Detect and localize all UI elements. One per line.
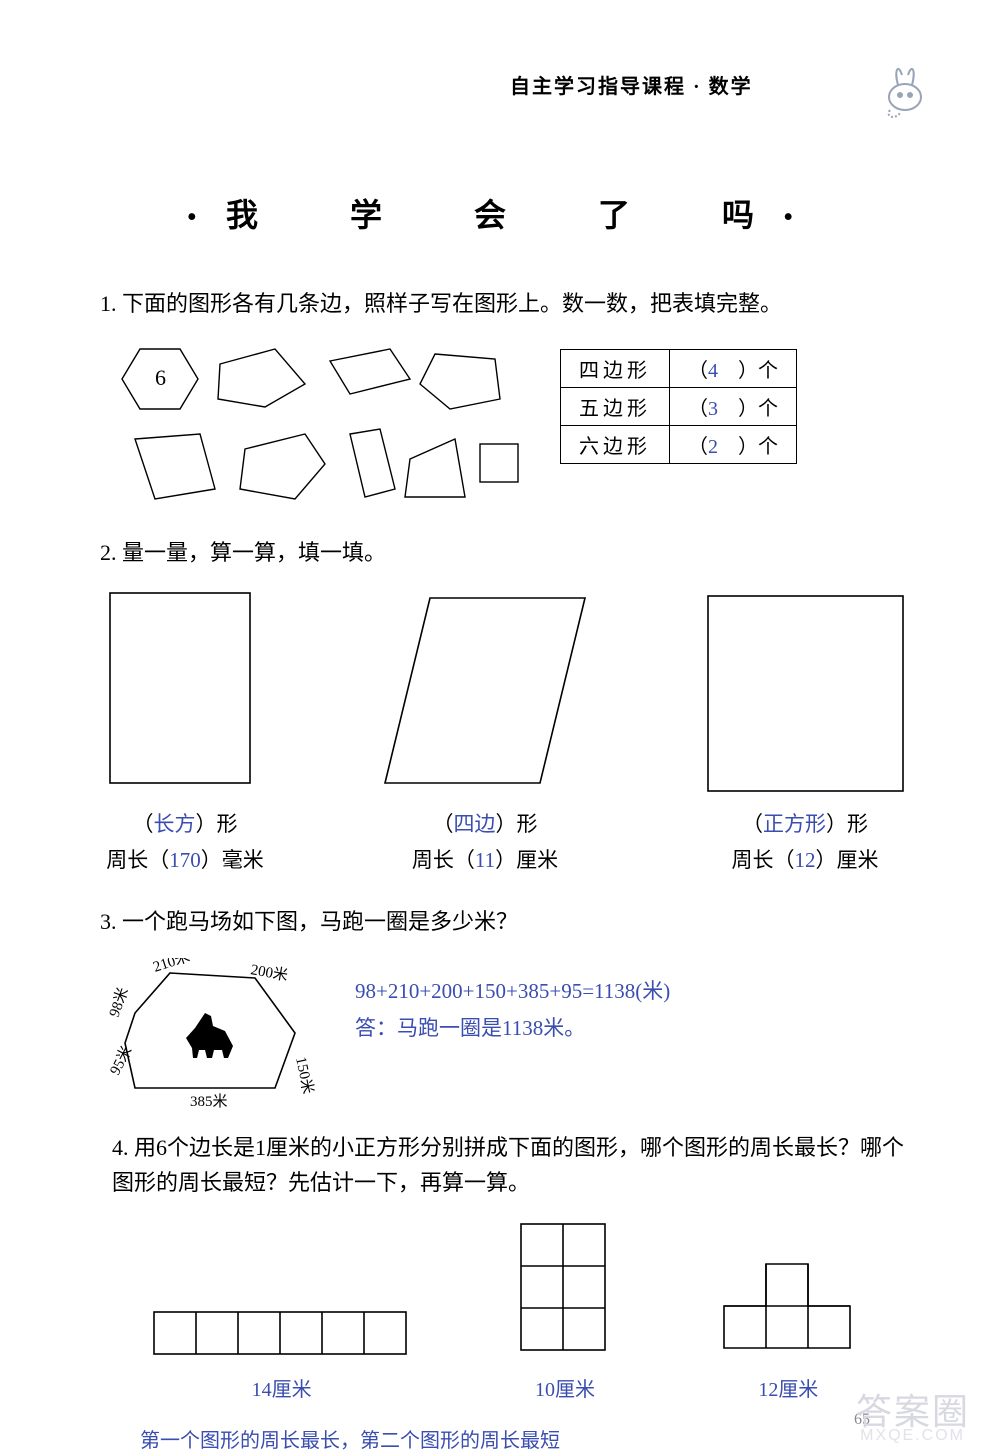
table-row: 六边形 （2 ）个 xyxy=(561,426,797,464)
q2-shape-rect xyxy=(100,588,270,798)
q3-figure: 210米 200米 150米 385米 95米 98米 xyxy=(100,958,330,1108)
q4-shape-1 xyxy=(152,1308,412,1358)
svg-text:385米: 385米 xyxy=(190,1093,228,1108)
q2-item-1: （长方）形 周长（170）毫米 xyxy=(100,588,270,874)
q1-shapes: 6 xyxy=(100,339,520,509)
q4-row: 14厘米 10厘米 12厘米 xyxy=(100,1218,910,1402)
q2-answer: 四边 xyxy=(454,812,496,836)
shape-count: 4 xyxy=(708,360,718,382)
q2-perim-value: 11 xyxy=(475,848,495,872)
q2-shape-label: （长方）形 xyxy=(100,808,270,838)
svg-text:98米: 98米 xyxy=(106,985,132,1019)
q2-perim-value: 12 xyxy=(795,848,816,872)
q2-item-3: （正方形）形 周长（12）厘米 xyxy=(700,588,910,874)
q1-row: 6 四边形 （4 ）个 五边形 （3 ）个 六边形 （2 ）个 xyxy=(100,339,910,509)
q4-item-1: 14厘米 xyxy=(152,1308,412,1402)
table-row: 四边形 （4 ）个 xyxy=(561,350,797,388)
q4-caption: 12厘米 xyxy=(718,1373,858,1402)
header-title: 自主学习指导课程 · 数学 xyxy=(510,76,753,98)
q3-text: 3. 一个跑马场如下图，马跑一圈是多少米？ xyxy=(100,904,910,939)
q3-answer: 答：马跑一圈是1138米。 xyxy=(355,1010,670,1048)
shape-count-cell: （4 ）个 xyxy=(670,350,797,388)
q4-shape-3 xyxy=(718,1258,858,1358)
svg-text:150米: 150米 xyxy=(292,1055,316,1095)
bunny-icon xyxy=(870,55,940,125)
q3-row: 210米 200米 150米 385米 95米 98米 98+210+200+1… xyxy=(100,958,910,1108)
q4-caption: 10厘米 xyxy=(515,1373,615,1402)
q2-answer: 长方 xyxy=(154,812,196,836)
q3-calc: 98+210+200+150+385+95=1138(米) xyxy=(355,973,670,1011)
q2-item-2: （四边）形 周长（11）厘米 xyxy=(375,588,595,874)
q2-answer: 正方形 xyxy=(763,812,826,836)
page-header: 自主学习指导课程 · 数学 xyxy=(510,70,910,99)
hex-label: 6 xyxy=(155,365,166,390)
q2-perimeter: 周长（170）毫米 xyxy=(100,844,270,874)
shape-count-cell: （3 ）个 xyxy=(670,388,797,426)
shape-count-cell: （2 ）个 xyxy=(670,426,797,464)
q3-solution: 98+210+200+150+385+95=1138(米) 答：马跑一圈是113… xyxy=(355,973,670,1049)
q2-text: 2. 量一量，算一算，填一填。 xyxy=(100,535,910,570)
q2-shape-label: （正方形）形 xyxy=(700,808,910,838)
table-row: 五边形 （3 ）个 xyxy=(561,388,797,426)
q2-perim-value: 170 xyxy=(169,848,201,872)
q4-text: 4. 用6个边长是1厘米的小正方形分别拼成下面的图形，哪个图形的周长最长？哪个图… xyxy=(112,1130,910,1200)
q1-text: 1. 下面的图形各有几条边，照样子写在图形上。数一数，把表填完整。 xyxy=(100,286,910,321)
svg-text:200米: 200米 xyxy=(249,961,289,984)
q4-caption: 14厘米 xyxy=(152,1373,412,1402)
page-number: 65 xyxy=(854,1411,870,1429)
page-title: •我 学 会 了 吗• xyxy=(100,190,910,236)
shape-count: 3 xyxy=(708,398,718,420)
q2-perimeter: 周长（12）厘米 xyxy=(700,844,910,874)
shape-count: 2 xyxy=(708,436,718,458)
shape-name: 四边形 xyxy=(561,350,670,388)
q4-conclusion: 第一个图形的周长最长，第二个图形的周长最短 xyxy=(140,1424,910,1453)
q4-item-3: 12厘米 xyxy=(718,1258,858,1402)
q4-shape-2 xyxy=(515,1218,615,1358)
q2-shape-label: （四边）形 xyxy=(375,808,595,838)
q2-shape-square xyxy=(700,588,910,798)
q2-shape-parallelogram xyxy=(375,588,595,798)
q2-perimeter: 周长（11）厘米 xyxy=(375,844,595,874)
shape-name: 六边形 xyxy=(561,426,670,464)
q2-row: （长方）形 周长（170）毫米 （四边）形 周长（11）厘米 （正方形）形 周长… xyxy=(100,588,910,874)
page-title-text: 我 学 会 了 吗 xyxy=(226,197,784,233)
q4-item-2: 10厘米 xyxy=(515,1218,615,1402)
q1-table: 四边形 （4 ）个 五边形 （3 ）个 六边形 （2 ）个 xyxy=(560,349,797,464)
shape-name: 五边形 xyxy=(561,388,670,426)
